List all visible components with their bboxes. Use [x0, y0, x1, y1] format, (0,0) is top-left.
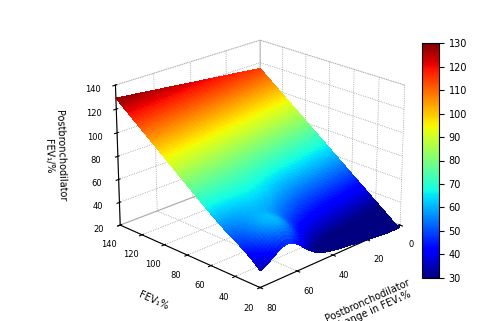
Y-axis label: FEV₁%: FEV₁%	[138, 290, 170, 311]
X-axis label: Postbronchodilator
change in FEV₁%: Postbronchodilator change in FEV₁%	[324, 277, 416, 321]
